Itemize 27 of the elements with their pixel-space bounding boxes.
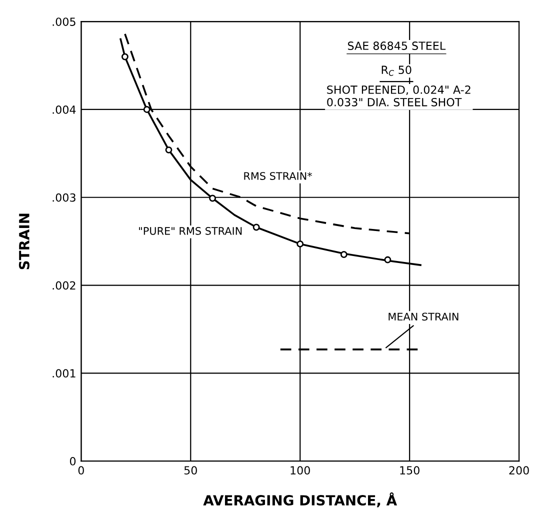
text: MEAN STRAIN: [388, 312, 458, 321]
x-tick-label: 200: [509, 466, 529, 475]
series-label: RMS STRAIN*: [244, 172, 312, 180]
point: [209, 194, 216, 202]
annotation: R$_{C}$ 50: [382, 66, 412, 76]
point: [121, 53, 128, 60]
x-axis-title: AVERAGING DISTANCE, Å: [203, 492, 398, 508]
point: [143, 106, 150, 113]
series-label: "PURE" RMS STRAIN: [139, 227, 242, 235]
point: [296, 240, 304, 248]
annotation: SAE 86845 STEEL: [348, 42, 446, 50]
point: [252, 224, 260, 231]
x-tick-label: 150: [400, 466, 420, 475]
annotation: SHOT PEENED, 0.024" A-2 0.033" DIA. STEEL SHOT: [327, 86, 470, 106]
point: [165, 146, 172, 154]
point: [384, 256, 392, 264]
y-tick-label: 0: [70, 457, 76, 466]
point: [340, 251, 348, 258]
y-tick-label: .001: [52, 369, 76, 378]
x-tick-label: 100: [290, 466, 310, 475]
y-tick-label: .005: [52, 18, 76, 26]
x-tick-label: 0: [78, 466, 84, 475]
y-tick-label: .003: [52, 193, 76, 202]
y-tick-label: .004: [52, 105, 76, 114]
x-tick-label: 50: [184, 466, 197, 475]
y-axis-title: STRAIN: [18, 214, 30, 270]
y-tick-label: .002: [52, 281, 76, 290]
